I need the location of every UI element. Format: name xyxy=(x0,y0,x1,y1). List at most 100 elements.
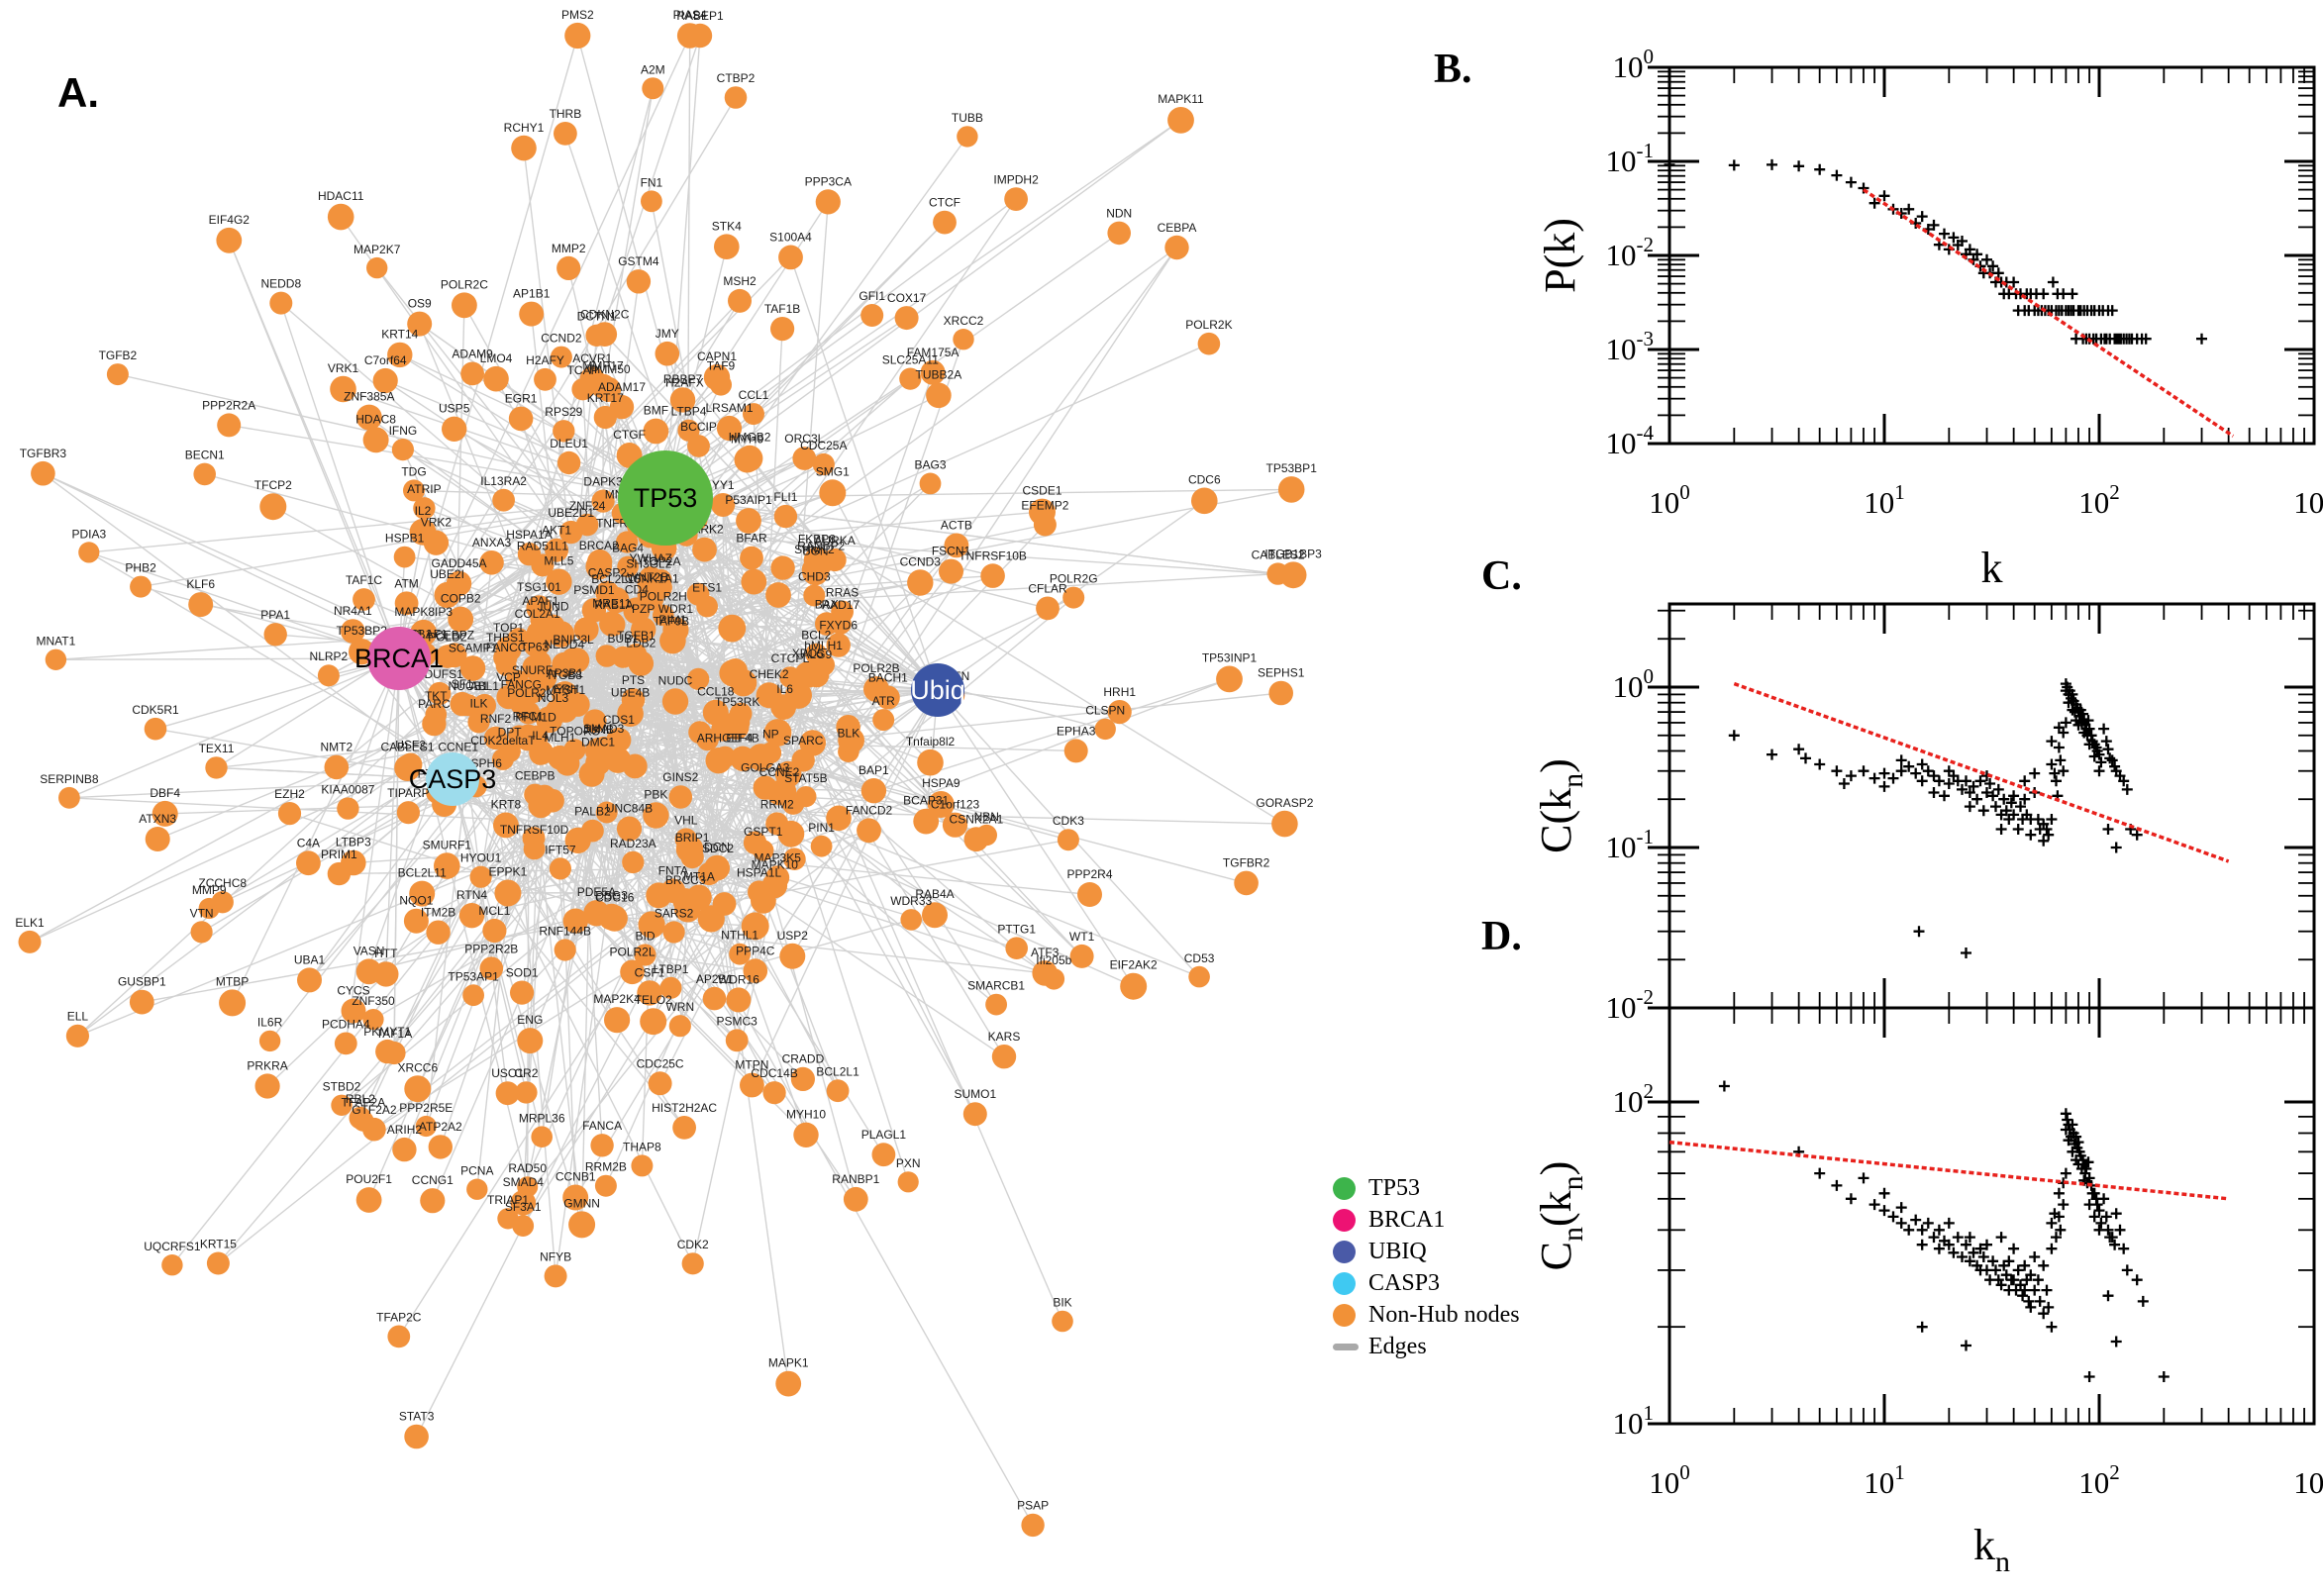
network-node xyxy=(18,930,42,953)
panel-label-c: C. xyxy=(1481,553,1522,599)
network-node xyxy=(705,748,732,774)
network-node-label: PKMYT1 xyxy=(363,1025,411,1039)
network-node-label: CSNK1A1 xyxy=(625,572,679,586)
network-node xyxy=(991,1045,1017,1069)
network-node xyxy=(366,256,388,279)
network-node-label: PPP2R2A xyxy=(202,398,255,412)
network-node-label: AKT1 xyxy=(542,524,571,538)
network-node-label: CDC14B xyxy=(751,1066,797,1080)
network-node-label: PIN1 xyxy=(808,821,835,835)
network-node xyxy=(434,581,460,609)
network-node-label: PPP4C xyxy=(736,944,775,957)
network-node-label: SMURF1 xyxy=(423,838,472,851)
y-tick-label: 10-4 xyxy=(1606,421,1655,460)
network-node xyxy=(616,531,639,553)
network-node xyxy=(1277,476,1305,503)
network-node xyxy=(725,1029,749,1052)
network-node-label: CR2 xyxy=(514,1066,538,1080)
network-node-label: RABEP1 xyxy=(676,9,724,23)
network-node-label: CTCF xyxy=(929,196,960,210)
network-node-label: FN1 xyxy=(641,175,663,189)
hub-label-tp53: TP53 xyxy=(634,483,698,513)
network-node-label: CEBPA xyxy=(1158,221,1197,235)
network-node-label: IFT57 xyxy=(545,843,576,856)
network-node-label: CD4 xyxy=(625,582,649,596)
network-node-label: ATP2A2 xyxy=(419,1120,462,1134)
network-node xyxy=(482,918,507,944)
network-node-label: NR4A1 xyxy=(334,604,372,618)
network-node-label: RBL2 xyxy=(346,1092,375,1106)
network-node xyxy=(617,700,644,727)
hub-label-ubiq: Ubiq xyxy=(910,675,965,705)
network-node-label: ETS1 xyxy=(692,581,722,595)
network-node-label: BUB1 xyxy=(608,632,640,646)
network-node-label: CABLES1 xyxy=(380,740,434,753)
network-node xyxy=(1120,972,1148,1000)
network-node-label: PPP2R5E xyxy=(399,1101,453,1115)
network-node xyxy=(578,760,605,787)
network-node-label: TFAP2C xyxy=(376,1311,422,1325)
network-node xyxy=(779,943,806,969)
network-node xyxy=(387,342,413,368)
network-node xyxy=(493,812,519,839)
network-node-label: MAPK10 xyxy=(752,858,799,872)
legend-label: CASP3 xyxy=(1368,1269,1441,1296)
network-node xyxy=(564,648,590,673)
network-node xyxy=(479,956,504,980)
network-node xyxy=(697,861,721,886)
network-node-label: CFLAR xyxy=(1028,582,1067,596)
network-node xyxy=(819,479,847,507)
network-node xyxy=(536,706,563,734)
network-node-label: TRIAP1 xyxy=(487,1193,529,1207)
network-node-label: RBBP7 xyxy=(663,372,703,386)
hub-nodes: TP53 BRCA1 Ubiq CASP3 xyxy=(354,450,965,806)
network-node xyxy=(626,269,652,294)
network-node-label: UBE2D1 xyxy=(548,506,594,520)
network-node xyxy=(650,576,672,599)
network-edge xyxy=(398,388,584,659)
network-edge xyxy=(398,35,578,659)
network-nodes xyxy=(18,22,1307,1538)
network-node xyxy=(586,549,613,575)
network-node-label: CDK2deltaT xyxy=(470,734,536,748)
network-node xyxy=(674,895,701,923)
network-node-label: CDS1 xyxy=(603,713,635,727)
network-node xyxy=(741,912,769,941)
network-node-label: GINS2 xyxy=(662,770,698,784)
network-node-label: PIM1 xyxy=(658,613,686,627)
network-node xyxy=(942,812,968,838)
network-node xyxy=(843,1186,868,1212)
hub-casp3 xyxy=(426,752,479,806)
network-node xyxy=(659,976,682,999)
network-node xyxy=(1234,870,1259,896)
network-node xyxy=(642,77,664,100)
network-node-label: CCL1 xyxy=(739,388,769,402)
network-node-label: NDN xyxy=(1106,207,1132,221)
network-edge xyxy=(231,657,400,1004)
network-node-label: CDC6 xyxy=(1188,473,1221,487)
network-node-label: RRM2B xyxy=(585,1160,627,1174)
network-node xyxy=(508,406,534,432)
network-node xyxy=(697,905,725,933)
network-node xyxy=(585,324,608,347)
x-tick-label: 102 xyxy=(2078,480,2120,520)
network-node-label: MAP2K7 xyxy=(354,243,401,256)
network-node xyxy=(743,403,764,426)
plot-frame xyxy=(1667,65,2316,446)
network-node-label: IL2 xyxy=(415,504,432,518)
network-node-label: WT1 xyxy=(1069,930,1095,944)
network-edge xyxy=(663,547,939,691)
x-tick-label: 103 xyxy=(2293,1460,2323,1500)
network-node-label: SLC25A11 xyxy=(882,353,939,367)
network-node-label: ZNF385A xyxy=(344,390,394,404)
network-node-label: CCNG1 xyxy=(412,1173,454,1187)
network-node xyxy=(1077,882,1102,907)
network-node-label: PHB2 xyxy=(125,561,156,575)
network-node xyxy=(190,921,213,944)
network-node xyxy=(217,413,242,438)
network-node-label: BAG3 xyxy=(914,458,946,472)
network-edge xyxy=(424,507,939,691)
network-node-label: SDC2 xyxy=(702,842,734,855)
network-node-label: RFC1 xyxy=(513,710,545,724)
network-node xyxy=(556,450,581,475)
